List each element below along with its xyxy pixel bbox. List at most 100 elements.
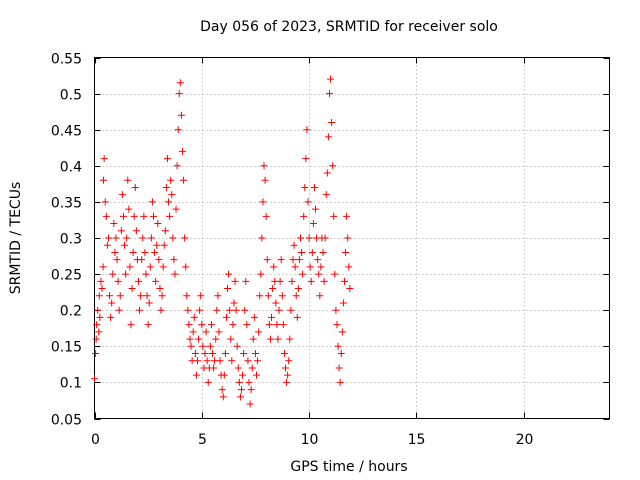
data-point — [308, 248, 316, 256]
data-point — [302, 155, 310, 163]
data-point — [344, 234, 352, 242]
data-point — [224, 285, 232, 293]
data-point — [235, 378, 243, 386]
data-point — [212, 335, 220, 343]
data-point — [279, 321, 287, 329]
data-point — [236, 393, 244, 401]
data-point — [103, 241, 111, 249]
data-point — [227, 335, 235, 343]
data-point — [229, 321, 237, 329]
data-point — [221, 350, 229, 358]
data-point — [181, 234, 189, 242]
data-point — [331, 270, 339, 278]
data-point — [310, 183, 318, 191]
data-point — [231, 277, 239, 285]
data-point — [159, 263, 167, 271]
data-point — [122, 270, 130, 278]
data-point — [162, 183, 170, 191]
data-point — [144, 321, 152, 329]
data-point — [136, 306, 144, 314]
data-point — [320, 277, 328, 285]
x-axis: 0 5 10 15 20 — [91, 57, 533, 448]
data-point — [258, 234, 266, 242]
data-point — [283, 378, 291, 386]
data-point — [92, 335, 100, 343]
data-point — [151, 248, 159, 256]
data-point — [177, 111, 185, 119]
data-point — [116, 292, 124, 300]
data-point — [248, 364, 256, 372]
data-point — [287, 306, 295, 314]
y-tick-label: 0.4 — [60, 160, 82, 176]
data-point — [95, 328, 103, 336]
data-point — [240, 350, 248, 358]
data-point — [201, 350, 209, 358]
data-point — [291, 263, 299, 271]
data-point — [154, 220, 162, 228]
data-point — [125, 205, 133, 213]
data-point — [168, 191, 176, 199]
data-point — [156, 285, 164, 293]
data-point — [232, 306, 240, 314]
data-point — [219, 393, 227, 401]
data-point — [322, 191, 330, 199]
data-point — [214, 292, 222, 300]
y-tick-label: 0.55 — [51, 52, 82, 68]
data-point — [254, 357, 262, 365]
data-point — [321, 234, 329, 242]
data-point — [268, 313, 276, 321]
x-tick-label: 15 — [408, 432, 426, 448]
data-point — [234, 364, 242, 372]
data-point — [319, 248, 327, 256]
data-point — [155, 256, 163, 264]
data-point — [102, 212, 110, 220]
data-point — [104, 234, 112, 242]
data-point — [128, 285, 136, 293]
data-point — [147, 234, 155, 242]
data-point — [333, 321, 341, 329]
data-point — [301, 183, 309, 191]
data-point — [244, 357, 252, 365]
data-point — [204, 378, 212, 386]
data-point — [265, 321, 273, 329]
data-point — [215, 328, 223, 336]
data-point — [183, 292, 191, 300]
y-tick-label: 0.3 — [60, 232, 82, 248]
data-point — [167, 176, 175, 184]
data-point — [93, 321, 101, 329]
data-point — [220, 371, 228, 379]
data-point — [256, 292, 264, 300]
data-point — [118, 191, 126, 199]
data-point — [141, 248, 149, 256]
data-point — [206, 342, 214, 350]
data-point — [286, 335, 294, 343]
data-point — [100, 155, 108, 163]
data-point — [132, 227, 140, 235]
data-point — [307, 277, 315, 285]
x-tick-label: 0 — [91, 432, 100, 448]
data-point — [315, 270, 323, 278]
data-point — [284, 371, 292, 379]
data-point — [213, 306, 221, 314]
data-point — [127, 321, 135, 329]
data-point — [317, 263, 325, 271]
data-point — [119, 212, 127, 220]
data-point — [325, 90, 333, 98]
data-point — [243, 321, 251, 329]
grid — [94, 57, 610, 419]
data-point — [145, 299, 153, 307]
data-point — [96, 313, 104, 321]
data-point — [138, 256, 146, 264]
data-point — [303, 126, 311, 134]
data-point — [92, 350, 100, 358]
data-point — [255, 328, 263, 336]
data-point — [276, 277, 284, 285]
data-point — [292, 292, 300, 300]
data-point — [332, 306, 340, 314]
data-point — [288, 277, 296, 285]
data-point — [185, 321, 193, 329]
data-point — [148, 198, 156, 206]
data-point — [269, 285, 277, 293]
data-point — [123, 234, 131, 242]
